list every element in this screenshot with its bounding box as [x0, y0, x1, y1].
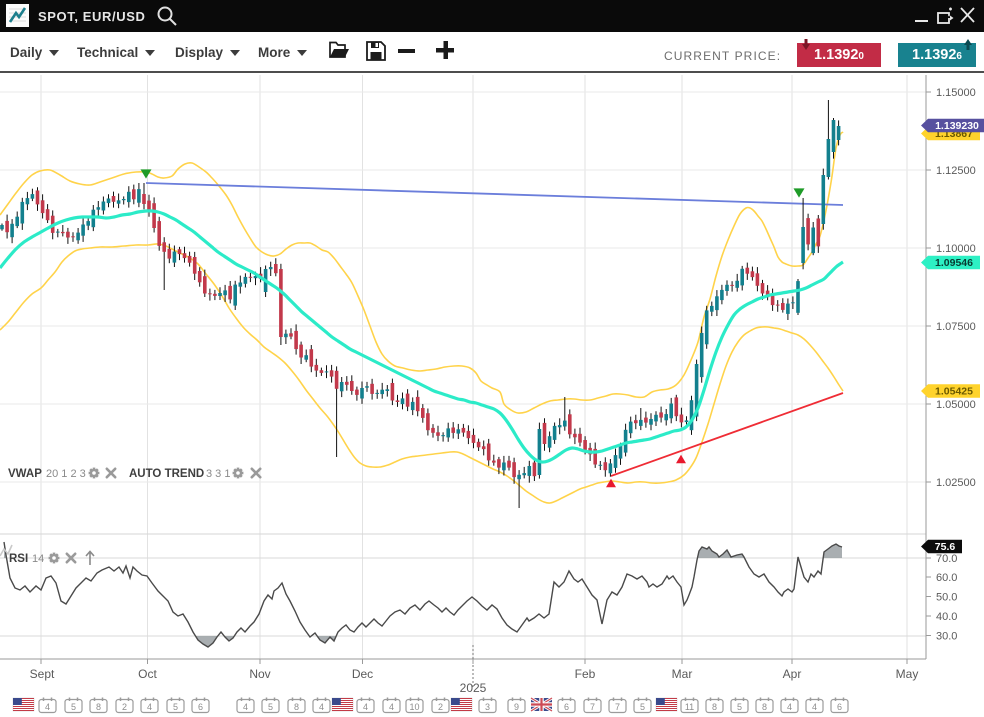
svg-text:VWAP: VWAP	[8, 468, 42, 480]
svg-text:5: 5	[640, 702, 645, 712]
svg-text:7: 7	[615, 702, 620, 712]
svg-text:Feb: Feb	[575, 667, 596, 681]
svg-text:20 1 2 3: 20 1 2 3	[46, 468, 86, 480]
svg-text:2: 2	[438, 702, 443, 712]
svg-text:1.09546: 1.09546	[935, 257, 973, 269]
svg-text:8: 8	[762, 702, 767, 712]
svg-text:14: 14	[32, 553, 44, 565]
svg-text:1.12500: 1.12500	[936, 165, 976, 177]
svg-text:5: 5	[268, 702, 273, 712]
svg-text:30.0: 30.0	[936, 631, 957, 643]
svg-text:4: 4	[243, 702, 248, 712]
svg-text:Apr: Apr	[783, 667, 802, 681]
svg-text:Nov: Nov	[249, 667, 270, 681]
svg-text:75.6: 75.6	[935, 541, 956, 553]
svg-text:Oct: Oct	[138, 667, 157, 681]
svg-text:5: 5	[71, 702, 76, 712]
svg-text:8: 8	[712, 702, 717, 712]
svg-text:May: May	[896, 667, 919, 681]
svg-text:Sept: Sept	[30, 667, 55, 681]
svg-text:8: 8	[294, 702, 299, 712]
svg-text:40.0: 40.0	[936, 611, 957, 623]
svg-text:6: 6	[837, 702, 842, 712]
svg-text:70.0: 70.0	[936, 553, 957, 565]
svg-text:4: 4	[319, 702, 324, 712]
svg-text:60.0: 60.0	[936, 572, 957, 584]
svg-text:6: 6	[198, 702, 203, 712]
svg-text:1.10000: 1.10000	[936, 243, 976, 255]
svg-text:3: 3	[485, 702, 490, 712]
svg-text:1.07500: 1.07500	[936, 321, 976, 333]
svg-text:4: 4	[147, 702, 152, 712]
svg-text:8: 8	[96, 702, 101, 712]
svg-text:1.05000: 1.05000	[936, 399, 976, 411]
svg-text:6: 6	[564, 702, 569, 712]
svg-text:1.02500: 1.02500	[936, 477, 976, 489]
svg-text:1.15000: 1.15000	[936, 87, 976, 99]
svg-text:4: 4	[45, 702, 50, 712]
svg-text:Dec: Dec	[352, 667, 373, 681]
svg-text:10: 10	[409, 702, 419, 712]
svg-text:3 3 1: 3 3 1	[206, 468, 230, 480]
svg-text:2025: 2025	[460, 681, 487, 695]
svg-text:50.0: 50.0	[936, 592, 957, 604]
svg-text:5: 5	[737, 702, 742, 712]
svg-text:RSI: RSI	[9, 553, 28, 565]
svg-text:4: 4	[812, 702, 817, 712]
svg-text:1.139230: 1.139230	[935, 120, 979, 132]
svg-text:AUTO TREND: AUTO TREND	[129, 468, 204, 480]
svg-text:4: 4	[787, 702, 792, 712]
svg-text:4: 4	[363, 702, 368, 712]
svg-text:5: 5	[173, 702, 178, 712]
svg-text:4: 4	[389, 702, 394, 712]
svg-text:9: 9	[514, 702, 519, 712]
svg-text:1.05425: 1.05425	[935, 386, 973, 398]
svg-text:Mar: Mar	[672, 667, 693, 681]
svg-text:11: 11	[685, 702, 694, 712]
svg-text:2: 2	[122, 702, 127, 712]
svg-text:7: 7	[590, 702, 595, 712]
